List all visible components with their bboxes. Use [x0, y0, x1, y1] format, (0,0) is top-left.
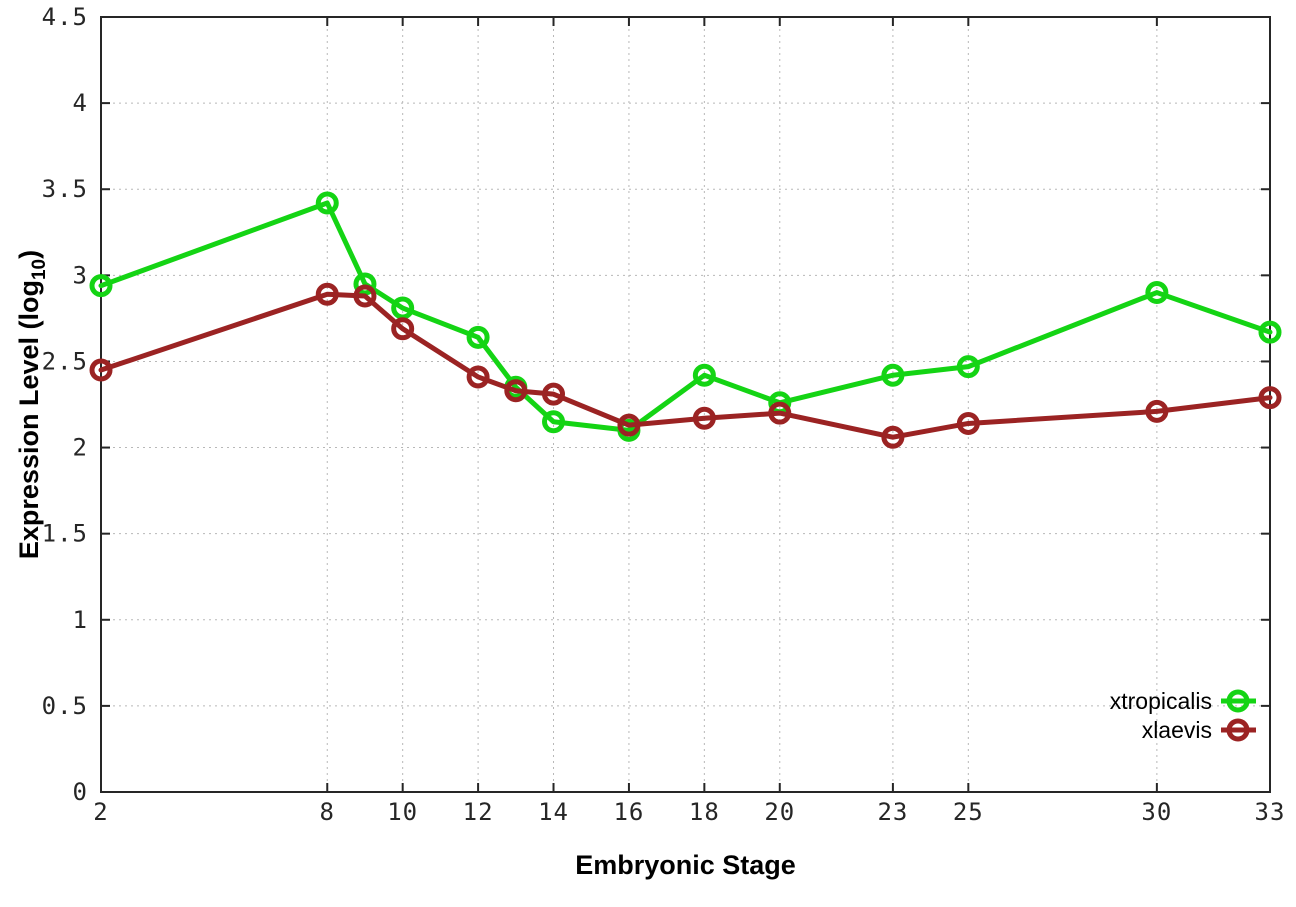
y-tick-label: 3 [73, 261, 88, 289]
x-tick-label: 23 [877, 798, 908, 826]
legend-sample-marker [1226, 689, 1250, 713]
y-tick-label: 0.5 [42, 692, 88, 720]
series-xtropicalis-point [1258, 320, 1282, 344]
series-xlaevis-point [466, 365, 490, 389]
x-tick-label: 14 [538, 798, 569, 826]
x-tick-label: 2 [93, 798, 108, 826]
series-xtropicalis-point [353, 272, 377, 296]
x-tick-label: 10 [387, 798, 418, 826]
y-axis-title-prefix: Expression Level (log [14, 280, 44, 559]
series-xtropicalis-point [315, 191, 339, 215]
x-tick-label: 33 [1255, 798, 1286, 826]
series-xtropicalis-point [692, 363, 716, 387]
plot-border [100, 16, 1271, 793]
x-tick-label: 16 [613, 798, 644, 826]
x-tick-label: 20 [764, 798, 795, 826]
series-xtropicalis-point [956, 355, 980, 379]
series-xlaevis-point [881, 425, 905, 449]
x-tick-label: 25 [953, 798, 984, 826]
series-xtropicalis-point [391, 296, 415, 320]
series-xlaevis-point [1258, 386, 1282, 410]
y-tick-label: 4.5 [42, 3, 88, 31]
legend-label-xlaevis: xlaevis [1142, 717, 1212, 743]
legend-label-xtropicalis: xtropicalis [1110, 688, 1212, 714]
y-tick-label: 2 [73, 434, 88, 462]
series-xtropicalis-point [542, 410, 566, 434]
series-xlaevis-point [1145, 399, 1169, 423]
series-xlaevis-point [542, 382, 566, 406]
series-xlaevis-point [617, 413, 641, 437]
x-tick-label: 12 [463, 798, 494, 826]
y-tick-label: 4 [73, 89, 88, 117]
series-xlaevis-point [89, 358, 113, 382]
series-xtropicalis-line [98, 200, 1273, 433]
series-xtropicalis-point [1145, 281, 1169, 305]
series-xtropicalis-point [466, 325, 490, 349]
y-axis-title-suffix: ) [14, 250, 44, 259]
series-xlaevis-point [504, 379, 528, 403]
y-tick-label: 3.5 [42, 175, 88, 203]
series-xtropicalis-point [89, 274, 113, 298]
y-tick-label: 0 [73, 778, 88, 806]
x-tick-label: 18 [689, 798, 720, 826]
series-xlaevis-point [353, 284, 377, 308]
x-tick-label: 8 [320, 798, 335, 826]
y-axis-title: Expression Level (log10) [14, 250, 50, 559]
x-tick-label: 30 [1141, 798, 1172, 826]
y-tick-label: 1.5 [42, 520, 88, 548]
series-xlaevis-point [391, 317, 415, 341]
x-axis-title: Embryonic Stage [575, 850, 796, 880]
series-xtropicalis-point [881, 363, 905, 387]
series-xlaevis-point [768, 401, 792, 425]
y-tick-label: 2.5 [42, 347, 88, 375]
legend-sample-marker [1226, 718, 1250, 742]
series-xlaevis-point [956, 411, 980, 435]
series-xlaevis-point [315, 282, 339, 306]
y-axis-title-subscript: 10 [29, 259, 50, 280]
y-tick-label: 1 [73, 606, 88, 634]
series-xlaevis-point [692, 406, 716, 430]
